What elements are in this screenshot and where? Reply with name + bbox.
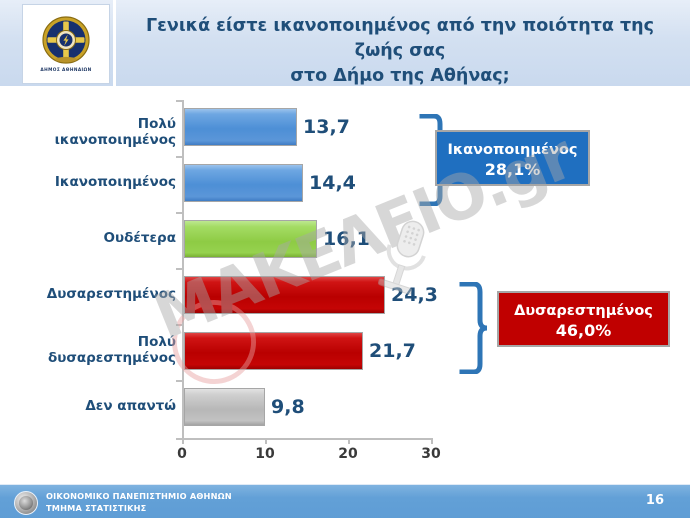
bar-chart: Πολύ ικανοποιημένος Ικανοποιημένος Ουδέτ… [0, 92, 690, 470]
bar-4 [184, 332, 363, 370]
x-axis-tick [348, 438, 350, 444]
y-axis-tick [176, 268, 182, 270]
bar-1 [184, 164, 303, 202]
category-label-3: Δυσαρεστημένος [46, 286, 176, 302]
x-axis-tick [265, 438, 267, 444]
footer-organization-line-2: ΤΜΗΜΑ ΣΤΑΤΙΣΤΙΚΗΣ [46, 503, 147, 513]
x-axis-label-2: 20 [338, 446, 358, 462]
y-axis-tick [176, 100, 182, 102]
slide-footer: ΟΙΚΟΝΟΜΙΚΟ ΠΑΝΕΠΙΣΤΗΜΙΟ ΑΘΗΝΩΝ ΤΜΗΜΑ ΣΤΑ… [0, 484, 690, 518]
bar-value-3: 24,3 [391, 284, 438, 306]
bar-2 [184, 220, 317, 258]
footer-organization: ΟΙΚΟΝΟΜΙΚΟ ΠΑΝΕΠΙΣΤΗΜΙΟ ΑΘΗΝΩΝ ΤΜΗΜΑ ΣΤΑ… [46, 490, 232, 514]
athena-head-seal-icon [14, 491, 38, 515]
page-title-line-2: στο Δήμο της Αθήνας; [290, 66, 510, 86]
callout-satisfied-percent: 28,1% [484, 160, 541, 179]
x-axis-line [182, 438, 431, 440]
bar-0 [184, 108, 297, 146]
y-axis-tick [176, 324, 182, 326]
x-axis-label-3: 30 [421, 446, 441, 462]
x-axis-tick [431, 438, 433, 444]
footer-divider [0, 477, 690, 479]
x-axis-tick [182, 438, 184, 444]
category-label-5: Δεν απαντώ [85, 398, 176, 414]
category-label-2: Ουδέτερα [103, 230, 176, 246]
callout-unsatisfied-percent: 46,0% [555, 321, 612, 340]
y-axis-tick [176, 212, 182, 214]
callout-satisfied: Ικανοποιημένος 28,1% [435, 130, 590, 186]
logo-caption: ΔΗΜΟΣ ΑΘΗΝΑΙΩΝ [40, 68, 92, 73]
category-label-1: Ικανοποιημένος [54, 174, 176, 190]
y-axis-tick [176, 156, 182, 158]
municipality-logo: ΔΗΜΟΣ ΑΘΗΝΑΙΩΝ [22, 4, 110, 84]
slide-header: ΔΗΜΟΣ ΑΘΗΝΑΙΩΝ Γενικά είστε ικανοποιημέν… [0, 0, 690, 87]
bar-5 [184, 388, 265, 426]
category-label-0: Πολύ ικανοποιημένος [54, 116, 176, 148]
bar-3 [184, 276, 385, 314]
header-divider [113, 0, 116, 86]
callout-unsatisfied-label: Δυσαρεστημένος [514, 303, 653, 319]
x-axis-label-0: 0 [177, 446, 187, 462]
category-label-4: Πολύ δυσαρεστημένος [47, 334, 176, 366]
y-axis-tick [176, 438, 182, 440]
athens-municipality-seal-icon [40, 15, 92, 67]
bar-value-1: 14,4 [309, 172, 356, 194]
callout-satisfied-label: Ικανοποιημένος [447, 142, 578, 158]
page-title: Γενικά είστε ικανοποιημένος από την ποιό… [122, 14, 678, 89]
page-title-line-1: Γενικά είστε ικανοποιημένος από την ποιό… [146, 16, 654, 61]
athena-head-seal-inner [19, 496, 33, 510]
bar-value-5: 9,8 [271, 396, 305, 418]
y-axis-line [182, 100, 184, 438]
bar-value-2: 16,1 [323, 228, 370, 250]
bar-value-4: 21,7 [369, 340, 416, 362]
page-number: 16 [645, 493, 664, 508]
footer-organization-line-1: ΟΙΚΟΝΟΜΙΚΟ ΠΑΝΕΠΙΣΤΗΜΙΟ ΑΘΗΝΩΝ [46, 491, 232, 501]
x-axis-label-1: 10 [255, 446, 275, 462]
brace-unsatisfied [456, 281, 490, 378]
y-axis-tick [176, 380, 182, 382]
bar-value-0: 13,7 [303, 116, 350, 138]
callout-unsatisfied: Δυσαρεστημένος 46,0% [497, 291, 670, 347]
